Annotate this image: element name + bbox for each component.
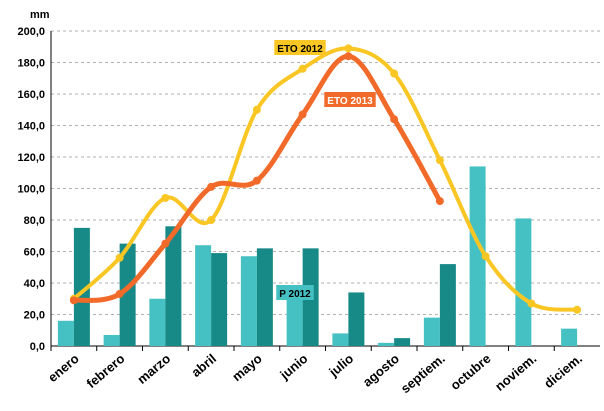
series-label-box [324, 92, 376, 107]
point [390, 69, 399, 78]
point [298, 110, 307, 119]
series-label: P 2012 [276, 285, 314, 300]
line [71, 53, 443, 303]
point [207, 216, 216, 224]
bar [286, 298, 303, 346]
bar [165, 226, 182, 346]
bar [119, 243, 136, 346]
point [298, 64, 307, 73]
point [161, 239, 170, 248]
x-tick-label: junio [276, 351, 310, 383]
series-label-box [274, 40, 326, 55]
x-tick-label: noviem. [492, 351, 539, 394]
series-label-text: ETO 2013 [327, 96, 373, 107]
point [390, 115, 399, 124]
bar [73, 227, 90, 346]
y-axis-title: mm [30, 9, 50, 21]
bar [423, 317, 440, 346]
series-label-text: P 2012 [279, 289, 311, 300]
point [252, 176, 261, 185]
point [161, 193, 170, 202]
series-label-text: ETO 2012 [277, 44, 323, 55]
bar [103, 334, 120, 346]
y-tick-label: 100,0 [17, 184, 45, 196]
line [71, 46, 580, 312]
y-tick-label: 140,0 [17, 121, 45, 133]
y-tick-label: 0,0 [30, 341, 45, 353]
bar [394, 338, 411, 346]
y-tick-label: 80,0 [24, 215, 45, 227]
bar [378, 342, 395, 346]
bar [469, 166, 486, 346]
y-tick-label: 60,0 [24, 247, 45, 259]
point [344, 44, 353, 53]
point [435, 156, 444, 165]
point [115, 253, 124, 262]
point [573, 305, 582, 314]
y-tick-label: 200,0 [17, 26, 45, 38]
x-tick-label: abril [188, 351, 219, 380]
x-tick-label: septiem. [398, 351, 448, 396]
y-tick-label: 120,0 [17, 152, 45, 164]
bar [240, 256, 257, 346]
series-label: ETO 2013 [324, 92, 376, 107]
x-tick-label: febrero [84, 351, 128, 391]
x-tick-label: agosto [360, 351, 402, 390]
bar [439, 264, 456, 346]
x-tick-label: diciem. [541, 351, 585, 391]
bar [57, 320, 74, 346]
y-tick-label: 180,0 [17, 58, 45, 70]
y-tick-label: 160,0 [17, 89, 45, 101]
bar [561, 328, 578, 346]
y-tick-label: 40,0 [24, 278, 45, 290]
point [252, 105, 261, 114]
bar [348, 292, 365, 346]
bar [256, 248, 273, 346]
bar [332, 333, 349, 346]
x-tick-label: mayo [229, 351, 265, 384]
point [527, 299, 536, 308]
point [435, 197, 444, 206]
point [69, 296, 78, 305]
x-tick-label: octubre [447, 351, 493, 393]
series-label-box [276, 285, 314, 300]
bar [195, 245, 212, 346]
bar [149, 298, 166, 346]
point [481, 252, 490, 261]
point [344, 52, 353, 61]
x-tick-label: marzo [134, 351, 173, 387]
point [115, 290, 124, 299]
bar [515, 218, 532, 346]
y-tick-label: 20,0 [24, 310, 45, 322]
series-label: ETO 2012 [274, 40, 326, 55]
point [207, 182, 216, 191]
x-tick-label: julio [325, 351, 356, 380]
x-tick-label: enero [45, 351, 82, 385]
bar [211, 253, 228, 346]
